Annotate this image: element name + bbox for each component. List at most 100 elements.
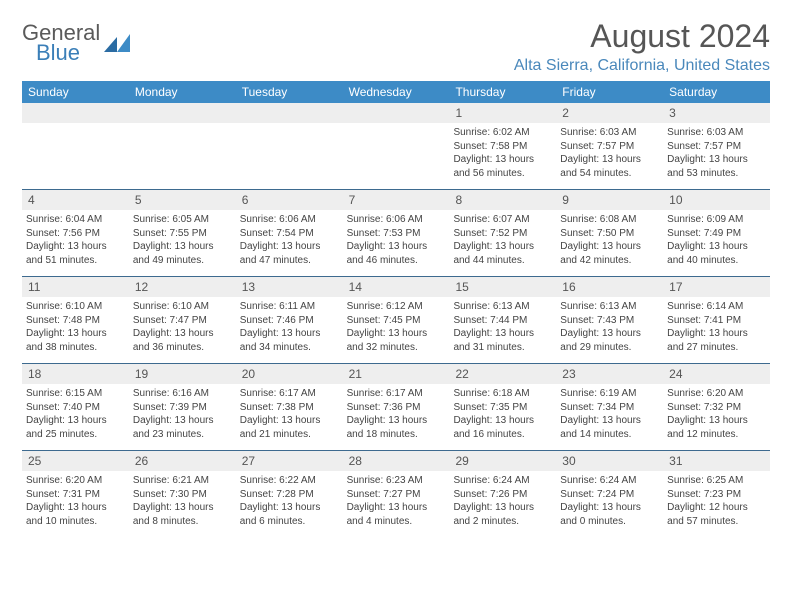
cell-line-ss: Sunset: 7:56 PM [26,227,125,241]
calendar-cell: 20Sunrise: 6:17 AMSunset: 7:38 PMDayligh… [236,364,343,450]
day-number [343,103,450,123]
day-number [22,103,129,123]
cell-line-d2: and 42 minutes. [560,254,659,268]
logo-word2: Blue [36,42,100,64]
calendar-cell [129,103,236,189]
cell-line-sr: Sunrise: 6:13 AM [560,300,659,314]
cell-line-sr: Sunrise: 6:15 AM [26,387,125,401]
cell-line-sr: Sunrise: 6:14 AM [667,300,766,314]
calendar-cell [236,103,343,189]
cell-line-ss: Sunset: 7:32 PM [667,401,766,415]
calendar-cell: 15Sunrise: 6:13 AMSunset: 7:44 PMDayligh… [449,277,556,363]
cell-line-d1: Daylight: 13 hours [667,153,766,167]
cell-line-ss: Sunset: 7:27 PM [347,488,446,502]
cell-line-d2: and 56 minutes. [453,167,552,181]
calendar-cell: 3Sunrise: 6:03 AMSunset: 7:57 PMDaylight… [663,103,770,189]
day-header-thursday: Thursday [449,81,556,103]
calendar-cell: 24Sunrise: 6:20 AMSunset: 7:32 PMDayligh… [663,364,770,450]
day-number: 8 [449,190,556,210]
calendar-cell: 17 Sunrise: 6:14 AMSunset: 7:41 PMDayligh… [663,277,770,363]
cell-line-ss: Sunset: 7:55 PM [133,227,232,241]
cell-line-ss: Sunset: 7:24 PM [560,488,659,502]
cell-line-ss: Sunset: 7:34 PM [560,401,659,415]
cell-line-d1: Daylight: 13 hours [667,327,766,341]
calendar-cell [22,103,129,189]
cell-line-ss: Sunset: 7:48 PM [26,314,125,328]
cell-line-sr: Sunrise: 6:10 AM [133,300,232,314]
cell-line-d1: Daylight: 13 hours [26,240,125,254]
cell-line-ss: Sunset: 7:57 PM [667,140,766,154]
cell-line-d2: and 44 minutes. [453,254,552,268]
calendar-cell: 26Sunrise: 6:21 AMSunset: 7:30 PMDayligh… [129,451,236,537]
logo-mark-icon [104,34,130,52]
calendar-cell: 9Sunrise: 6:08 AMSunset: 7:50 PMDaylight… [556,190,663,276]
cell-line-d1: Daylight: 13 hours [347,240,446,254]
week-row: 4Sunrise: 6:04 AMSunset: 7:56 PMDaylight… [22,190,770,277]
day-number: 20 [236,364,343,384]
cell-line-d2: and 12 minutes. [667,428,766,442]
day-number: 14 [343,277,450,297]
day-number: 2 [556,103,663,123]
day-number: 24 [663,364,770,384]
cell-line-d2: and 47 minutes. [240,254,339,268]
cell-line-d1: Daylight: 13 hours [667,240,766,254]
cell-line-d1: Daylight: 13 hours [453,153,552,167]
cell-line-ss: Sunset: 7:28 PM [240,488,339,502]
cell-line-sr: Sunrise: 6:11 AM [240,300,339,314]
day-number: 17 [663,277,770,297]
calendar-cell: 21Sunrise: 6:17 AMSunset: 7:36 PMDayligh… [343,364,450,450]
cell-line-ss: Sunset: 7:36 PM [347,401,446,415]
cell-line-d2: and 0 minutes. [560,515,659,529]
cell-line-ss: Sunset: 7:40 PM [26,401,125,415]
calendar-cell: 5Sunrise: 6:05 AMSunset: 7:55 PMDaylight… [129,190,236,276]
cell-line-d2: and 27 minutes. [667,341,766,355]
day-header-row: SundayMondayTuesdayWednesdayThursdayFrid… [22,81,770,103]
calendar-cell: 6Sunrise: 6:06 AMSunset: 7:54 PMDaylight… [236,190,343,276]
calendar-cell: 25Sunrise: 6:20 AMSunset: 7:31 PMDayligh… [22,451,129,537]
day-number: 30 [556,451,663,471]
cell-line-d1: Daylight: 13 hours [240,327,339,341]
day-number: 22 [449,364,556,384]
cell-line-ss: Sunset: 7:52 PM [453,227,552,241]
cell-line-d2: and 14 minutes. [560,428,659,442]
day-number: 10 [663,190,770,210]
cell-line-d2: and 54 minutes. [560,167,659,181]
cell-line-d2: and 18 minutes. [347,428,446,442]
cell-line-ss: Sunset: 7:41 PM [667,314,766,328]
calendar-cell: 29Sunrise: 6:24 AMSunset: 7:26 PMDayligh… [449,451,556,537]
day-number: 21 [343,364,450,384]
day-number: 4 [22,190,129,210]
cell-line-ss: Sunset: 7:26 PM [453,488,552,502]
cell-line-ss: Sunset: 7:53 PM [347,227,446,241]
cell-line-ss: Sunset: 7:58 PM [453,140,552,154]
day-number: 29 [449,451,556,471]
day-number: 31 [663,451,770,471]
cell-line-ss: Sunset: 7:45 PM [347,314,446,328]
calendar-cell: 18Sunrise: 6:15 AMSunset: 7:40 PMDayligh… [22,364,129,450]
cell-line-d1: Daylight: 13 hours [240,240,339,254]
cell-line-d2: and 10 minutes. [26,515,125,529]
day-header-monday: Monday [129,81,236,103]
month-title: August 2024 [514,18,770,55]
cell-line-sr: Sunrise: 6:18 AM [453,387,552,401]
day-number [236,103,343,123]
cell-line-sr: Sunrise: 6:20 AM [667,387,766,401]
cell-line-sr: Sunrise: 6:09 AM [667,213,766,227]
cell-line-d2: and 21 minutes. [240,428,339,442]
cell-line-sr: Sunrise: 6:10 AM [26,300,125,314]
calendar-cell: 4Sunrise: 6:04 AMSunset: 7:56 PMDaylight… [22,190,129,276]
cell-line-d1: Daylight: 13 hours [26,501,125,515]
calendar-cell: 19Sunrise: 6:16 AMSunset: 7:39 PMDayligh… [129,364,236,450]
cell-line-sr: Sunrise: 6:08 AM [560,213,659,227]
cell-line-d2: and 36 minutes. [133,341,232,355]
cell-line-sr: Sunrise: 6:03 AM [560,126,659,140]
calendar-cell: 14Sunrise: 6:12 AMSunset: 7:45 PMDayligh… [343,277,450,363]
location: Alta Sierra, California, United States [514,57,770,75]
calendar-cell: 7Sunrise: 6:06 AMSunset: 7:53 PMDaylight… [343,190,450,276]
cell-line-d1: Daylight: 13 hours [453,501,552,515]
day-header-friday: Friday [556,81,663,103]
calendar-cell: 2Sunrise: 6:03 AMSunset: 7:57 PMDaylight… [556,103,663,189]
cell-line-ss: Sunset: 7:38 PM [240,401,339,415]
logo: General Blue [22,18,130,64]
cell-line-ss: Sunset: 7:30 PM [133,488,232,502]
